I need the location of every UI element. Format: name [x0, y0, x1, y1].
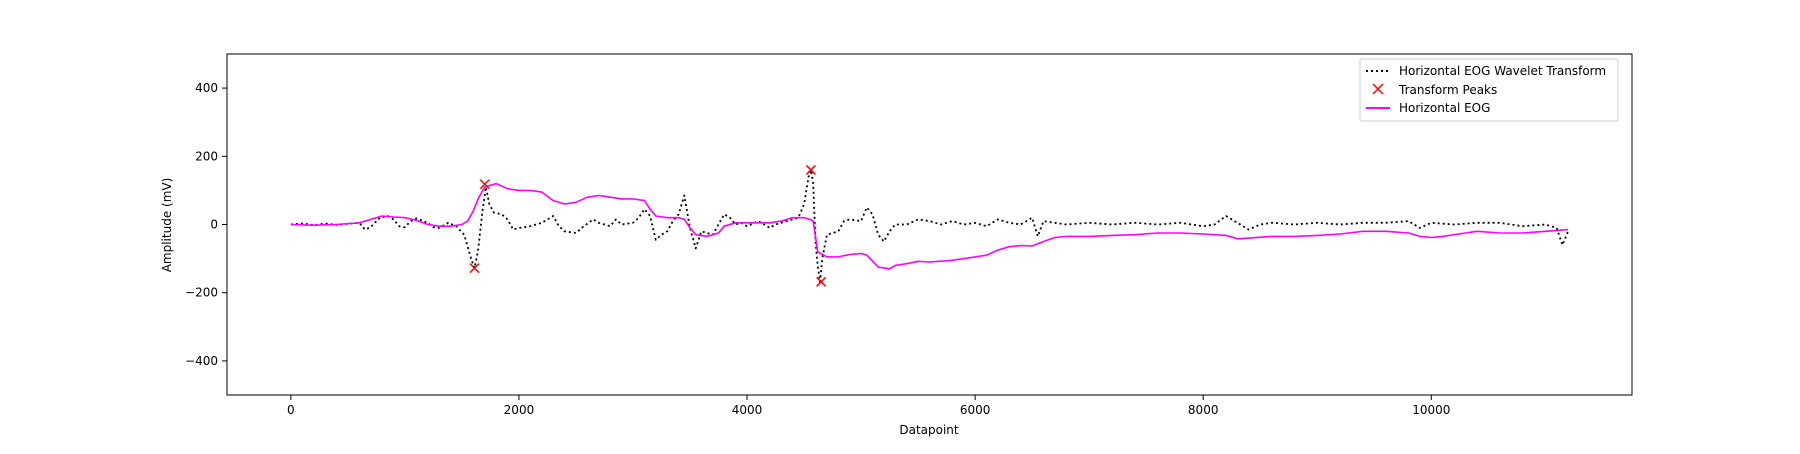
- x-tick-label: 2000: [504, 403, 535, 417]
- legend-eog-label: Horizontal EOG: [1399, 101, 1490, 115]
- y-tick-label: −400: [185, 354, 218, 368]
- x-tick-label: 4000: [732, 403, 763, 417]
- wavelet-transform-line: [290, 169, 1569, 283]
- legend-wavelet-label: Horizontal EOG Wavelet Transform: [1399, 64, 1606, 78]
- x-tick-label: 6000: [960, 403, 991, 417]
- axes-layer: 0 2000 4000 6000 8000 10000 −400 −200 0 200 400: [185, 81, 1450, 417]
- y-tick-label: 200: [195, 149, 218, 163]
- legend-frame: [1359, 58, 1619, 122]
- x-tick-label: 10000: [1412, 403, 1450, 417]
- y-axis-label: Amplitude (mV): [160, 178, 174, 273]
- legend-peaks-marker-sample: [1372, 83, 1384, 95]
- legend-peaks-label: Transform Peaks: [1398, 83, 1497, 97]
- y-tick-label: 0: [210, 218, 218, 232]
- y-tick-label: 400: [195, 81, 218, 95]
- legend: Horizontal EOG Wavelet Transform Transfo…: [1359, 58, 1619, 122]
- transform-peak-marker: [479, 179, 490, 190]
- x-tick-label: 0: [287, 403, 295, 417]
- transform-peak-marker: [805, 164, 816, 175]
- transform-peak-marker: [816, 276, 827, 287]
- transform-peak-marker: [469, 263, 480, 274]
- x-axis-label: Datapoint: [899, 423, 959, 437]
- y-tick-label: −200: [185, 286, 218, 300]
- x-tick-label: 8000: [1188, 403, 1219, 417]
- series-layer: [290, 164, 1569, 287]
